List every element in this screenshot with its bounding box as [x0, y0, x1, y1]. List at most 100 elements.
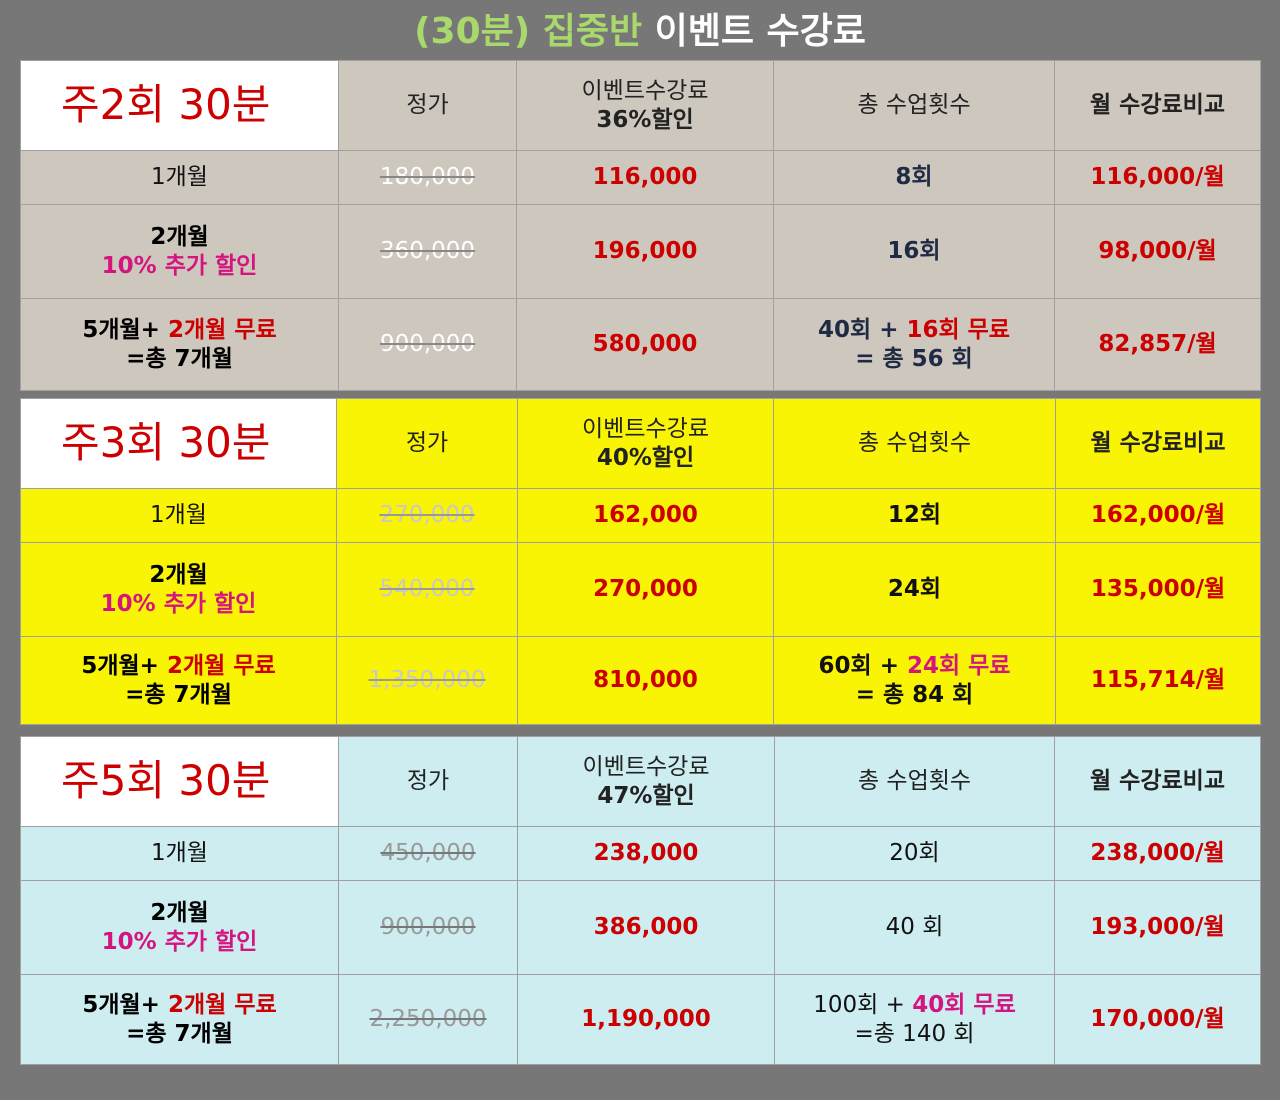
plan-title: 주2회 30분 [20, 60, 339, 151]
pricing-table-2x-weekly: 주2회 30분 정가 이벤트수강료 36%할인 총 수업횟수 월 수강료비교 1… [20, 60, 1261, 391]
row-label-2-month: 2개월 10% 추가 할인 [20, 880, 339, 975]
row-label-total-months: =총 7개월 [126, 345, 233, 372]
page-title: (30분) 집중반 이벤트 수강료 [0, 6, 1280, 58]
row-label-5-month-text: 5개월+ [81, 652, 159, 679]
table-header-row: 주3회 30분 정가 이벤트수강료 40%할인 총 수업횟수 월 수강료비교 [20, 398, 1261, 489]
regular-price: 180,000 [338, 150, 517, 205]
header-event-label: 이벤트수강료 [581, 77, 709, 104]
regular-price-value: 1,350,000 [368, 667, 486, 694]
sessions-base: 40회 + [818, 316, 907, 343]
row-label-total-months: =총 7개월 [126, 1020, 233, 1047]
sessions-total: =총 140 회 [854, 1020, 975, 1047]
total-sessions: 40회 + 16회 무료 = 총 56 회 [773, 298, 1055, 391]
header-discount: 40%할인 [596, 444, 695, 471]
event-price: 386,000 [517, 880, 775, 975]
regular-price: 1,350,000 [336, 636, 518, 725]
total-sessions: 100회 + 40회 무료 =총 140 회 [774, 974, 1055, 1065]
sessions-free: 24회 무료 [906, 652, 1011, 679]
pricing-table-3x-weekly: 주3회 30분 정가 이벤트수강료 40%할인 총 수업횟수 월 수강료비교 1… [20, 398, 1261, 725]
row-label-free-months: 2개월 무료 [167, 316, 277, 343]
event-price: 238,000 [517, 826, 775, 881]
plan-title: 주3회 30분 [20, 398, 337, 489]
sessions-base: 60회 + [818, 652, 907, 679]
regular-price-value: 540,000 [379, 576, 475, 603]
table-row: 5개월+ 2개월 무료 =총 7개월 1,350,000 810,000 60회… [20, 636, 1261, 725]
header-regular-price: 정가 [338, 736, 518, 827]
sessions-base: 100회 + [813, 991, 913, 1018]
row-label-1-month: 1개월 [20, 150, 339, 205]
row-label-1-month: 1개월 [20, 826, 339, 881]
row-label-2-month: 2개월 10% 추가 할인 [20, 542, 337, 637]
event-price: 1,190,000 [517, 974, 775, 1065]
sessions-free: 16회 무료 [906, 316, 1010, 343]
row-label-5-month: 5개월+ 2개월 무료 =총 7개월 [20, 298, 339, 391]
header-event-label: 이벤트수강료 [582, 753, 710, 780]
table-row: 5개월+ 2개월 무료 =총 7개월 900,000 580,000 40회 +… [20, 298, 1261, 391]
table-row: 2개월 10% 추가 할인 900,000 386,000 40 회 193,0… [20, 880, 1261, 975]
row-label-total-months: =총 7개월 [125, 681, 232, 708]
row-label-5-month-text: 5개월+ [82, 991, 160, 1018]
event-price: 270,000 [517, 542, 774, 637]
regular-price: 270,000 [336, 488, 518, 543]
header-event-price: 이벤트수강료 40%할인 [517, 398, 774, 489]
table-row: 5개월+ 2개월 무료 =총 7개월 2,250,000 1,190,000 1… [20, 974, 1261, 1065]
regular-price: 540,000 [336, 542, 518, 637]
header-discount: 47%할인 [597, 782, 695, 809]
regular-price: 360,000 [338, 204, 517, 299]
total-sessions: 20회 [774, 826, 1055, 881]
pricing-table-5x-weekly: 주5회 30분 정가 이벤트수강료 47%할인 총 수업횟수 월 수강료비교 1… [20, 736, 1261, 1065]
row-label-2-month-text: 2개월 [150, 899, 209, 926]
header-event-label: 이벤트수강료 [582, 415, 709, 442]
regular-price: 2,250,000 [338, 974, 518, 1065]
regular-price-value: 360,000 [379, 238, 476, 265]
row-label-free-months: 2개월 무료 [167, 991, 277, 1018]
plan-title: 주5회 30분 [20, 736, 339, 827]
header-regular-price: 정가 [338, 60, 517, 151]
row-label-free-months: 2개월 무료 [166, 652, 276, 679]
header-total-sessions: 총 수업횟수 [773, 398, 1056, 489]
regular-price-value: 180,000 [379, 164, 476, 191]
monthly-price: 193,000/월 [1054, 880, 1261, 975]
row-label-1-month: 1개월 [20, 488, 337, 543]
monthly-price: 238,000/월 [1054, 826, 1261, 881]
page-title-event: 이벤트 수강료 [654, 11, 866, 52]
header-total-sessions: 총 수업횟수 [773, 60, 1055, 151]
table-row: 1개월 450,000 238,000 20회 238,000/월 [20, 826, 1261, 881]
row-label-2-month-discount: 10% 추가 할인 [101, 252, 258, 279]
row-label-2-month-text: 2개월 [150, 223, 209, 250]
header-discount: 36%할인 [596, 106, 694, 133]
header-monthly-compare: 월 수강료비교 [1055, 398, 1261, 489]
monthly-price: 82,857/월 [1054, 298, 1261, 391]
event-price: 196,000 [516, 204, 774, 299]
page-title-course: (30분) 집중반 [414, 11, 643, 52]
table-row: 1개월 270,000 162,000 12회 162,000/월 [20, 488, 1261, 543]
table-header-row: 주5회 30분 정가 이벤트수강료 47%할인 총 수업횟수 월 수강료비교 [20, 736, 1261, 827]
total-sessions: 60회 + 24회 무료 = 총 84 회 [773, 636, 1056, 725]
header-monthly-compare: 월 수강료비교 [1054, 736, 1261, 827]
header-monthly-compare: 월 수강료비교 [1054, 60, 1261, 151]
row-label-5-month: 5개월+ 2개월 무료 =총 7개월 [20, 636, 337, 725]
monthly-price: 98,000/월 [1054, 204, 1261, 299]
total-sessions: 24회 [773, 542, 1056, 637]
row-label-2-month-discount: 10% 추가 할인 [101, 928, 258, 955]
header-total-sessions: 총 수업횟수 [774, 736, 1055, 827]
event-price: 580,000 [516, 298, 774, 391]
total-sessions: 12회 [773, 488, 1056, 543]
regular-price: 450,000 [338, 826, 518, 881]
regular-price-value: 900,000 [380, 914, 476, 941]
event-price: 162,000 [517, 488, 774, 543]
regular-price-value: 900,000 [379, 331, 476, 358]
event-price: 810,000 [517, 636, 774, 725]
monthly-price: 116,000/월 [1054, 150, 1261, 205]
header-event-price: 이벤트수강료 36%할인 [516, 60, 774, 151]
row-label-5-month: 5개월+ 2개월 무료 =총 7개월 [20, 974, 339, 1065]
regular-price: 900,000 [338, 298, 517, 391]
event-price: 116,000 [516, 150, 774, 205]
regular-price-value: 2,250,000 [369, 1006, 487, 1033]
row-label-2-month-discount: 10% 추가 할인 [100, 590, 257, 617]
sessions-total: = 총 84 회 [855, 681, 974, 708]
table-row: 2개월 10% 추가 할인 360,000 196,000 16회 98,000… [20, 204, 1261, 299]
total-sessions: 8회 [773, 150, 1055, 205]
header-regular-price: 정가 [336, 398, 518, 489]
total-sessions: 16회 [773, 204, 1055, 299]
